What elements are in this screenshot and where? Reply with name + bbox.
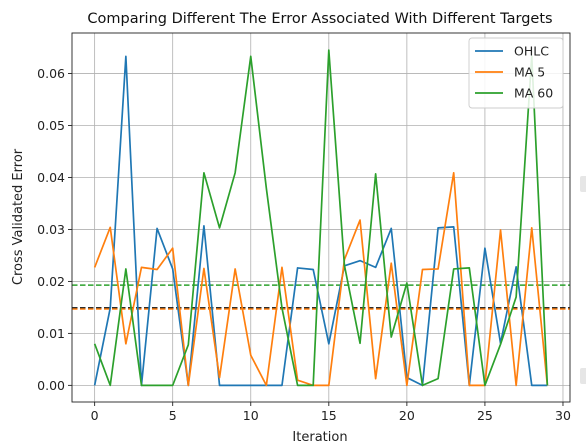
x-axis-label: Iteration <box>292 430 347 445</box>
y-axis-label: Cross Validated Error <box>11 148 26 285</box>
x-tick-label-2: 10 <box>243 408 259 423</box>
y-tick-label-4: 0.04 <box>37 170 65 185</box>
legend-label-ma-60: MA 60 <box>514 86 553 101</box>
x-tick-label-6: 30 <box>555 408 571 423</box>
y-tick-label-3: 0.03 <box>37 222 65 237</box>
plot-border <box>71 32 571 403</box>
x-tick-label-5: 25 <box>477 408 493 423</box>
series-line-ohlc <box>93 55 548 387</box>
x-tick-label-0: 0 <box>91 408 99 423</box>
edge-chip-top <box>580 176 586 192</box>
x-tick-label-1: 5 <box>169 408 177 423</box>
series-line-ma-60 <box>93 49 549 387</box>
series-line-ma-5 <box>93 171 549 387</box>
series-lines <box>93 49 549 387</box>
y-axis-ticks: 0.00 0.01 0.02 0.03 0.04 0.05 0.06 <box>37 66 72 393</box>
legend: OHLC MA 5 MA 60 <box>468 37 564 109</box>
y-tick-label-2: 0.02 <box>37 274 65 289</box>
legend-label-ma-5: MA 5 <box>514 65 545 80</box>
x-axis-ticks: 0 5 10 15 20 25 30 <box>91 402 571 423</box>
legend-box <box>468 37 564 109</box>
legend-label-ohlc: OHLC <box>514 44 549 59</box>
chart-title: Comparing Different The Error Associated… <box>87 11 552 27</box>
x-tick-label-4: 20 <box>399 408 415 423</box>
x-tick-label-3: 15 <box>321 408 337 423</box>
y-tick-label-1: 0.01 <box>37 326 65 341</box>
y-tick-label-6: 0.06 <box>37 66 65 81</box>
y-tick-label-0: 0.00 <box>37 378 65 393</box>
edge-chip-bottom <box>580 368 586 384</box>
y-tick-label-5: 0.05 <box>37 118 65 133</box>
plot-frame <box>71 32 571 403</box>
